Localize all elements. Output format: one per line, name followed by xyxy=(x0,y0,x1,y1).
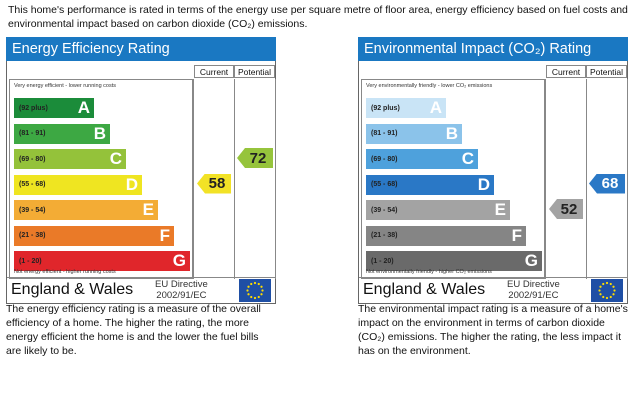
potential-rating-arrow: 68 xyxy=(589,173,625,194)
band-range: (1 - 20) xyxy=(371,257,394,265)
band-letter: E xyxy=(494,200,506,219)
rating-band-e: (39 - 54) E xyxy=(14,200,158,220)
directive-line1: EU Directive xyxy=(507,279,560,290)
band-range: (39 - 54) xyxy=(371,206,398,214)
footer: England & Wales EU Directive 2002/91/EC xyxy=(7,277,275,303)
potential-column-header: Potential xyxy=(586,65,627,78)
eu-flag-icon xyxy=(239,279,271,302)
band-range: (92 plus) xyxy=(19,104,48,112)
band-letter: D xyxy=(125,174,138,194)
current-column-header: Current xyxy=(546,65,586,78)
bottom-label: Not environmentally friendly - higher CO… xyxy=(366,269,492,275)
divider xyxy=(586,79,587,279)
rating-band-b: (81 - 91) B xyxy=(366,123,462,144)
band-letter: E xyxy=(142,200,154,219)
current-column-header: Current xyxy=(194,65,234,78)
band-range: (81 - 91) xyxy=(371,130,398,137)
bottom-label: Not energy efficient - higher running co… xyxy=(14,269,116,275)
divider xyxy=(193,79,194,279)
rating-band-f: (21 - 38) F xyxy=(14,225,174,246)
energy-rating-chart: Current Potential Very energy efficient … xyxy=(6,61,276,304)
footer: England & Wales EU Directive 2002/91/EC xyxy=(359,277,627,303)
top-label: Very energy efficient - lower running co… xyxy=(14,83,117,89)
band-range: (55 - 68) xyxy=(19,181,46,188)
rating-band-c: (69 - 80) C xyxy=(14,149,126,169)
bands-area: Very energy efficient - lower running co… xyxy=(9,79,193,279)
divider xyxy=(234,79,235,279)
rating-band-c: (69 - 80) C xyxy=(366,149,478,169)
rating-band-a: (92 plus) A xyxy=(14,98,94,118)
rating-band-a: (92 plus) A xyxy=(366,98,446,118)
energy-efficiency-panel: Energy Efficiency Rating Current Potenti… xyxy=(6,37,276,304)
divider xyxy=(627,79,628,279)
band-letter: G xyxy=(172,251,186,270)
band-range: (69 - 80) xyxy=(19,155,46,163)
band-range: (39 - 54) xyxy=(19,206,46,214)
rating-band-d: (55 - 68) D xyxy=(366,174,494,195)
band-range: (1 - 20) xyxy=(19,257,42,265)
intro-text: This home's performance is rated in term… xyxy=(8,4,628,30)
band-letter: F xyxy=(159,225,170,245)
region-label: England & Wales xyxy=(11,281,134,298)
environment-panel-title: Environmental Impact (CO₂) Rating xyxy=(358,37,628,61)
band-letter: D xyxy=(477,174,490,194)
band-range: (55 - 68) xyxy=(371,181,398,188)
rating-band-g: (1 - 20) G xyxy=(14,251,190,271)
top-label: Very environmentally friendly - lower CO… xyxy=(366,83,493,89)
band-letter: C xyxy=(461,149,474,168)
band-range: (21 - 38) xyxy=(371,232,398,239)
band-letter: A xyxy=(429,98,442,117)
environment-description: The environmental impact rating is a mea… xyxy=(358,303,628,357)
directive-line2: 2002/91/EC xyxy=(156,290,207,301)
current-rating-arrow: 58 xyxy=(197,173,231,194)
band-range: (92 plus) xyxy=(371,104,400,112)
rating-band-b: (81 - 91) B xyxy=(14,123,110,144)
directive-line2: 2002/91/EC xyxy=(508,290,559,301)
band-letter: F xyxy=(511,225,522,245)
band-letter: C xyxy=(109,149,122,168)
potential-column-header: Potential xyxy=(234,65,275,78)
eu-directive: EU Directive 2002/91/EC xyxy=(507,279,560,301)
current-rating-arrow: 52 xyxy=(549,199,583,219)
band-letter: B xyxy=(93,123,106,143)
divider xyxy=(545,79,546,279)
rating-band-d: (55 - 68) D xyxy=(14,174,142,195)
eu-flag-icon xyxy=(591,279,623,302)
band-letter: B xyxy=(445,123,458,143)
eu-directive: EU Directive 2002/91/EC xyxy=(155,279,208,301)
band-range: (69 - 80) xyxy=(371,155,398,163)
potential-rating-arrow: 72 xyxy=(237,148,273,168)
rating-band-g: (1 - 20) G xyxy=(366,251,542,271)
environmental-impact-panel: Environmental Impact (CO₂) Rating Curren… xyxy=(358,37,628,304)
band-letter: G xyxy=(524,251,538,270)
region-label: England & Wales xyxy=(363,281,486,298)
energy-panel-title: Energy Efficiency Rating xyxy=(6,37,276,61)
band-range: (81 - 91) xyxy=(19,130,46,137)
energy-description: The energy efficiency rating is a measur… xyxy=(6,303,261,357)
rating-band-e: (39 - 54) E xyxy=(366,200,510,220)
bands-area: Very environmentally friendly - lower CO… xyxy=(361,79,545,279)
divider xyxy=(275,79,276,279)
rating-band-f: (21 - 38) F xyxy=(366,225,526,246)
environment-rating-chart: Current Potential Very environmentally f… xyxy=(358,61,628,304)
band-range: (21 - 38) xyxy=(19,232,46,239)
directive-line1: EU Directive xyxy=(155,279,208,290)
band-letter: A xyxy=(77,98,90,117)
